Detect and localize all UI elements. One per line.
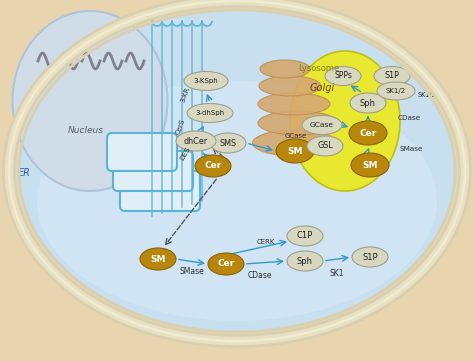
Text: S1P: S1P — [384, 71, 400, 81]
FancyBboxPatch shape — [120, 171, 200, 211]
Ellipse shape — [140, 248, 176, 270]
Text: 3-KR: 3-KR — [179, 86, 191, 104]
Text: GSL: GSL — [317, 142, 333, 151]
Ellipse shape — [276, 139, 314, 163]
Text: CERK: CERK — [257, 239, 275, 245]
FancyBboxPatch shape — [113, 151, 193, 191]
Text: Nucleus: Nucleus — [68, 126, 104, 135]
Text: SM: SM — [150, 255, 166, 264]
Ellipse shape — [290, 51, 400, 191]
Ellipse shape — [184, 71, 228, 91]
Ellipse shape — [374, 66, 410, 86]
Text: Cer: Cer — [218, 260, 235, 269]
Ellipse shape — [210, 133, 246, 153]
Text: GCase: GCase — [285, 133, 307, 139]
Text: SK1: SK1 — [330, 269, 344, 278]
Text: Cer: Cer — [359, 129, 377, 138]
Text: SK1/2: SK1/2 — [418, 92, 437, 98]
Ellipse shape — [258, 93, 330, 115]
Text: GCase: GCase — [310, 122, 334, 128]
Ellipse shape — [17, 11, 457, 331]
Ellipse shape — [351, 153, 389, 177]
Ellipse shape — [287, 251, 323, 271]
Text: SMS: SMS — [219, 139, 237, 148]
Text: ER: ER — [18, 168, 31, 178]
Ellipse shape — [195, 155, 231, 177]
Text: 3-dhSph: 3-dhSph — [195, 110, 225, 116]
Ellipse shape — [302, 116, 342, 135]
Ellipse shape — [37, 81, 437, 321]
FancyBboxPatch shape — [107, 133, 177, 171]
Ellipse shape — [377, 82, 415, 100]
Text: CDase: CDase — [398, 115, 421, 121]
Ellipse shape — [176, 131, 216, 151]
Text: SM: SM — [362, 161, 378, 170]
Text: SM: SM — [287, 147, 303, 156]
Ellipse shape — [187, 104, 233, 122]
Text: SK1/2: SK1/2 — [386, 88, 406, 94]
Text: 3-KSph: 3-KSph — [193, 78, 219, 84]
Text: Cer: Cer — [204, 161, 222, 170]
Ellipse shape — [208, 253, 244, 275]
Text: CDase: CDase — [248, 271, 272, 280]
Ellipse shape — [325, 66, 361, 86]
Ellipse shape — [349, 121, 387, 145]
Ellipse shape — [350, 93, 386, 113]
Text: Sph: Sph — [297, 257, 313, 265]
Ellipse shape — [258, 111, 338, 135]
Text: S1P: S1P — [362, 252, 378, 261]
Ellipse shape — [307, 136, 343, 156]
Ellipse shape — [259, 76, 321, 96]
Text: SPPs: SPPs — [334, 71, 352, 81]
Ellipse shape — [352, 247, 388, 267]
Ellipse shape — [253, 130, 337, 156]
Text: SMase: SMase — [400, 146, 423, 152]
Text: CerS: CerS — [175, 118, 187, 136]
Text: dhCer: dhCer — [184, 136, 208, 145]
Ellipse shape — [260, 60, 310, 78]
Text: C1P: C1P — [297, 231, 313, 240]
Text: Golgi: Golgi — [310, 83, 335, 93]
Ellipse shape — [12, 11, 167, 191]
Ellipse shape — [287, 226, 323, 246]
Text: DES: DES — [179, 146, 191, 162]
Text: Lysosome: Lysosome — [298, 64, 339, 73]
Text: SMase: SMase — [180, 266, 204, 275]
Text: Sph: Sph — [360, 99, 376, 108]
